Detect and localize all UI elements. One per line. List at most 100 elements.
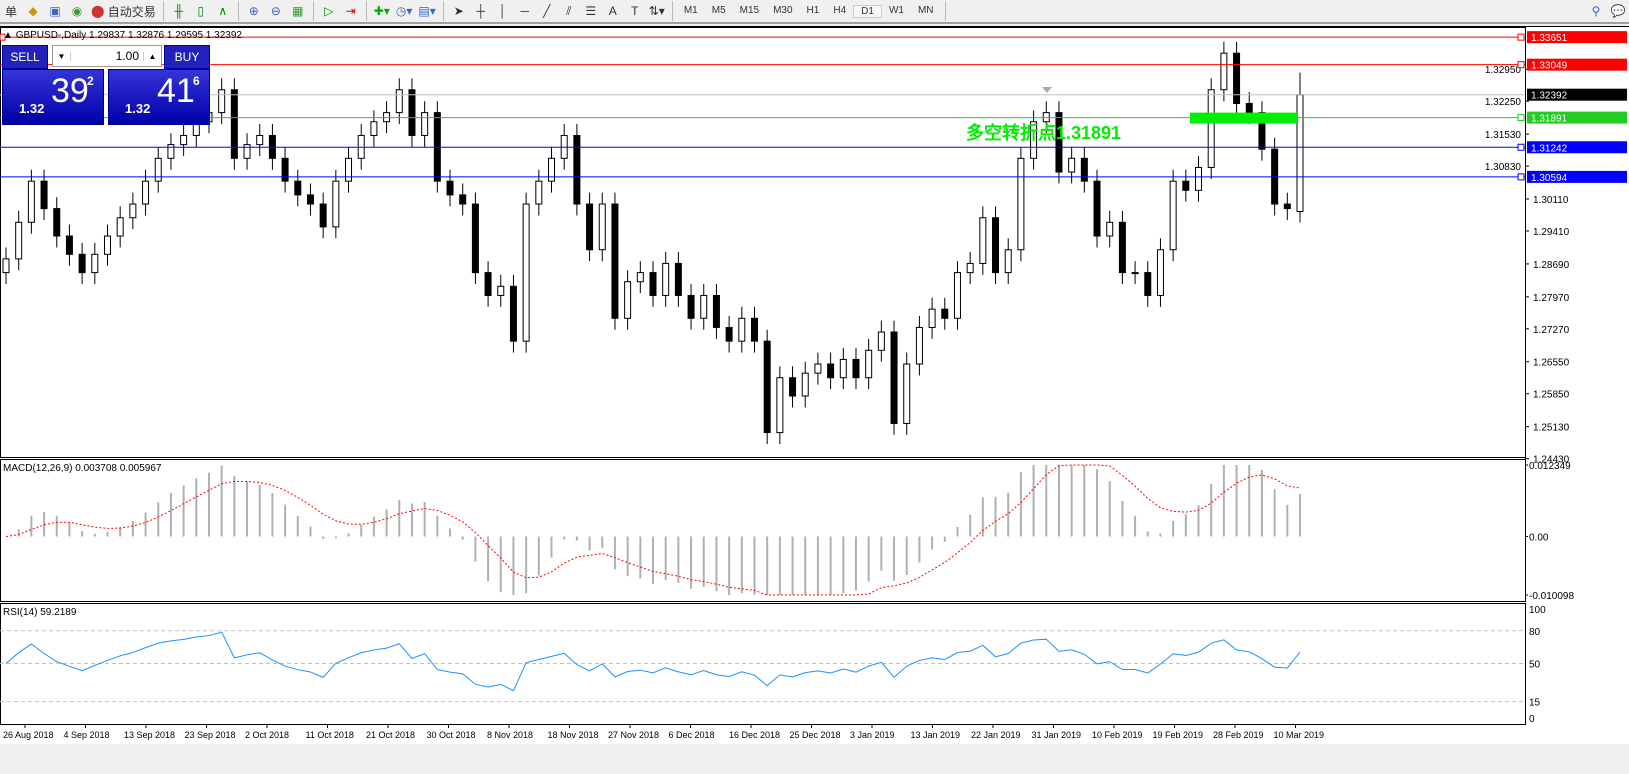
candle <box>1233 41 1241 115</box>
lot-increase-button[interactable]: ▲ <box>143 51 161 61</box>
line-handle[interactable] <box>1517 33 1525 41</box>
fibonacci-icon[interactable]: ☰ <box>585 4 597 18</box>
periods-icon[interactable]: ◷▾ <box>395 4 413 18</box>
market-watch-icon[interactable]: ◆ <box>28 4 38 18</box>
search-icon[interactable]: ⚲ <box>1591 4 1601 18</box>
chart-title-text: GBPUSD-,Daily 1.29837 1.32876 1.29595 1.… <box>15 30 242 41</box>
candle <box>509 274 517 353</box>
candle <box>1144 261 1152 307</box>
collapse-icon[interactable]: ▲ <box>3 30 16 41</box>
price-tick-label: 1.32250 <box>1485 97 1522 108</box>
buy-button[interactable]: BUY <box>164 45 210 69</box>
timeframe-w1[interactable]: W1 <box>888 4 904 16</box>
bar-chart-icon[interactable]: ╫ <box>174 4 184 18</box>
line-handle[interactable] <box>1517 143 1525 151</box>
date-tick-label: 18 Nov 2018 <box>548 730 599 740</box>
candle-body <box>624 281 632 319</box>
line-handle[interactable] <box>1517 173 1525 181</box>
line-handle[interactable] <box>1517 61 1525 69</box>
cursor-icon[interactable]: ➤ <box>453 4 464 18</box>
timeframe-h4[interactable]: H4 <box>833 4 847 16</box>
timeframe-m1[interactable]: M1 <box>683 4 698 16</box>
date-tick-label: 6 Dec 2018 <box>669 730 715 740</box>
candle-body <box>763 340 771 434</box>
trendline-icon[interactable]: ╱ <box>543 4 551 18</box>
line-chart-icon[interactable]: ∧ <box>218 4 228 18</box>
templates-icon[interactable]: ▤▾ <box>418 4 436 18</box>
candle-body <box>116 217 124 237</box>
sell-price-button[interactable]: 1.32 39 2 <box>2 69 104 125</box>
candle <box>421 101 429 147</box>
candle <box>687 284 695 330</box>
candle <box>700 284 708 330</box>
candle <box>611 192 619 330</box>
zoom-out-icon[interactable]: ⊖ <box>270 4 281 18</box>
price-tick-label: 1.28690 <box>1533 260 1570 271</box>
timeframe-m5[interactable]: M5 <box>711 4 726 16</box>
auto-scroll-icon[interactable]: ▷ <box>324 4 334 18</box>
candle <box>1093 169 1101 248</box>
equidistant-channel-icon[interactable]: ⫽ <box>566 3 572 18</box>
candle <box>306 183 314 216</box>
navigator-icon[interactable]: ▣ <box>49 4 61 18</box>
timeframe-m30[interactable]: M30 <box>773 4 793 16</box>
chat-icon[interactable]: 💬 <box>1610 4 1626 18</box>
price-line-label: 1.33651 <box>1531 33 1568 44</box>
candle-body <box>1017 157 1025 251</box>
candlestick-icon[interactable]: ▯ <box>197 4 205 18</box>
candle <box>167 133 175 170</box>
vertical-line-icon[interactable]: │ <box>499 4 507 18</box>
candle-body <box>1144 272 1152 296</box>
tile-windows-icon[interactable]: ▦ <box>292 4 304 18</box>
price-label-bg <box>1527 111 1627 124</box>
lot-decrease-button[interactable]: ▼ <box>53 51 71 61</box>
candle-body <box>471 203 479 274</box>
auto-trading-label: 自动交易 <box>107 4 156 19</box>
rsi-tick-label: 100 <box>1529 605 1546 616</box>
candle <box>636 261 644 294</box>
arrows-icon[interactable]: ⇅▾ <box>648 4 665 18</box>
candle-body <box>839 358 847 379</box>
crosshair-icon[interactable]: ┼ <box>476 4 485 18</box>
candle-body <box>700 294 708 319</box>
text-icon[interactable]: A <box>608 4 617 18</box>
candle <box>776 366 784 445</box>
candle <box>370 110 378 147</box>
line-handle[interactable] <box>0 33 6 41</box>
candle-body <box>636 272 644 283</box>
macd-label: MACD(12,26,9) 0.003708 0.005967 <box>3 463 162 474</box>
sell-price-pips: 39 <box>51 72 89 110</box>
candle-body <box>548 157 556 182</box>
timeframe-d1[interactable]: D1 <box>853 4 882 18</box>
date-tick-label: 8 Nov 2018 <box>487 730 533 740</box>
timeframe-m15[interactable]: M15 <box>739 4 760 16</box>
chart-window[interactable]: 1.32950 1.32250 1.31530 1.30830 1.30110 1.294… <box>0 26 1629 744</box>
lot-input[interactable]: 1.00 <box>115 49 139 63</box>
candle <box>1169 169 1177 262</box>
indicators-icon[interactable]: ✚▾ <box>373 4 390 18</box>
chart-shift-icon[interactable]: ⇥ <box>345 4 356 18</box>
candle-body <box>1131 272 1139 275</box>
sell-button[interactable]: SELL <box>2 45 48 69</box>
candle-body <box>1080 157 1088 182</box>
menu-fragment[interactable]: 单 <box>4 4 17 19</box>
price-label-bg <box>1527 141 1627 154</box>
signals-icon[interactable]: ◉ <box>71 4 83 18</box>
timeframe-h1[interactable]: H1 <box>806 4 820 16</box>
text-label-icon[interactable]: T <box>631 4 639 18</box>
candle-body <box>408 89 416 136</box>
chart-shift-marker[interactable] <box>1042 87 1052 93</box>
line-handle[interactable] <box>1517 114 1525 122</box>
buy-price-button[interactable]: 1.32 41 6 <box>108 69 210 125</box>
timeframe-mn[interactable]: MN <box>917 4 934 16</box>
candle-body <box>852 358 860 379</box>
zoom-in-icon[interactable]: ⊕ <box>248 4 259 18</box>
lot-stepper[interactable]: ▼ 1.00 ▲ <box>52 45 162 67</box>
horizontal-line-icon[interactable]: ─ <box>520 4 529 18</box>
chart-canvas[interactable]: 1.329501.322501.315301.308301.301101.294… <box>0 27 1629 745</box>
candle-body <box>53 208 61 237</box>
auto-trading-button[interactable]: ⬤ 自动交易 <box>88 0 159 22</box>
separator <box>944 1 946 21</box>
candle-body <box>129 203 137 219</box>
candle <box>1055 101 1063 184</box>
